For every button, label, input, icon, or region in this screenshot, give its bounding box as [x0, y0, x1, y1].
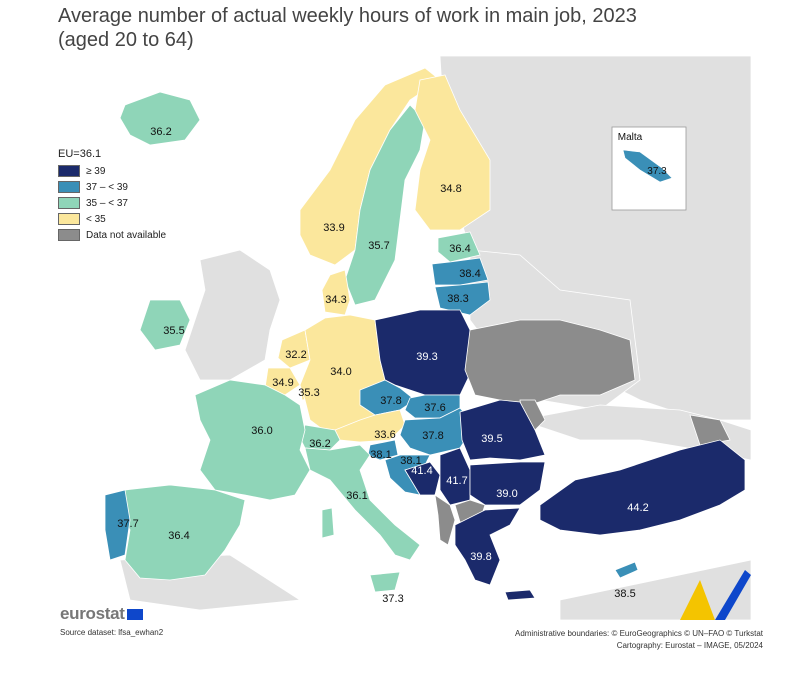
country-belgium	[264, 367, 301, 396]
label-france: 36.0	[251, 425, 272, 437]
corner-logo-yellow	[680, 580, 715, 620]
eu-flag-icon	[126, 609, 143, 621]
label-netherlands: 32.2	[285, 349, 306, 361]
country-netherlands	[277, 329, 311, 369]
label-lithuania: 38.3	[447, 293, 468, 305]
malta-island	[622, 149, 673, 183]
country-bosnia	[404, 461, 441, 496]
legend-item: 37 – < 39	[58, 179, 166, 195]
country-france	[194, 379, 311, 501]
great-britain	[184, 249, 281, 381]
country-ukraine	[464, 319, 636, 406]
map-title: Average number of actual weekly hours of…	[58, 4, 637, 52]
legend-item: Data not available	[58, 227, 166, 243]
label-czechia: 37.8	[380, 395, 401, 407]
label-italy: 36.1	[346, 490, 367, 502]
title-line-2: (aged 20 to 64)	[58, 29, 194, 51]
legend-swatch	[58, 213, 80, 225]
country-romania	[459, 399, 546, 461]
label-germany: 34.0	[330, 366, 351, 378]
legend-label: 35 – < 37	[86, 197, 128, 209]
country-cyprus	[614, 561, 639, 579]
country-portugal	[104, 489, 131, 561]
legend-swatch	[58, 181, 80, 193]
label-slovakia: 37.6	[424, 402, 445, 414]
legend-item: ≥ 39	[58, 163, 166, 179]
legend-swatch	[58, 229, 80, 241]
country-spain	[119, 484, 246, 581]
legend-swatch	[58, 197, 80, 209]
label-romania: 39.5	[481, 433, 502, 445]
legend-label: Data not available	[86, 229, 167, 241]
country-ireland	[139, 299, 191, 351]
inset-title: Malta	[618, 132, 643, 143]
label-serbia: 41.7	[446, 475, 467, 487]
logo-text: eurostat	[60, 604, 125, 623]
country-albania	[434, 494, 456, 546]
country-latvia	[431, 257, 489, 286]
label-norway: 33.9	[323, 222, 344, 234]
label-poland: 39.3	[416, 351, 437, 363]
label-austria: 33.6	[374, 429, 395, 441]
label-sweden: 35.7	[368, 240, 389, 252]
label-iceland: 36.2	[150, 126, 171, 138]
italy-sardinia	[321, 507, 335, 539]
country-greece	[454, 507, 521, 586]
credits: Administrative boundaries: © EuroGeograp…	[515, 628, 763, 652]
eurostat-logo: eurostat	[60, 604, 143, 624]
label-cyprus: 38.5	[614, 588, 635, 600]
label-estonia: 36.4	[449, 243, 470, 255]
legend-header: EU=36.1	[58, 148, 102, 160]
country-lithuania	[434, 281, 491, 316]
label-spain: 36.4	[168, 530, 189, 542]
admin-boundaries-note: Administrative boundaries: © EuroGeograp…	[514, 629, 763, 638]
label-bulgaria: 39.0	[496, 488, 517, 500]
label-turkey: 44.2	[627, 502, 648, 514]
label-greece: 39.8	[470, 551, 491, 563]
label-hungary: 37.8	[422, 430, 443, 442]
label-finland: 34.8	[440, 183, 461, 195]
country-finland	[414, 74, 491, 231]
legend-label: 37 – < 39	[86, 181, 128, 193]
country-serbia	[439, 447, 471, 506]
label-portugal: 37.7	[117, 518, 138, 530]
legend: EU=36.1 ≥ 39 37 – < 39 35 – < 37 < 35 Da…	[58, 148, 166, 243]
label-denmark: 34.3	[325, 294, 346, 306]
label-belgium: 34.9	[272, 377, 293, 389]
country-turkey	[539, 439, 746, 536]
label-bosnia: 41.4	[411, 465, 432, 477]
label-ireland: 35.5	[163, 325, 184, 337]
cartography-note: Cartography: Eurostat – IMAGE, 05/2024	[616, 641, 763, 650]
inset-malta-value: 37.3	[647, 166, 667, 177]
corner-logo-blue	[715, 570, 751, 620]
title-line-1: Average number of actual weekly hours of…	[58, 5, 637, 27]
label-switzerland: 36.2	[309, 438, 330, 450]
greece-crete	[504, 589, 536, 601]
country-italy	[304, 444, 421, 561]
label-croatia: 38.1	[400, 455, 421, 467]
label-malta-main: 37.3	[382, 593, 403, 605]
label-slovenia: 38.1	[370, 449, 391, 461]
label-luxembourg: 35.3	[298, 387, 319, 399]
italy-sicily	[369, 571, 401, 593]
source-note: Source dataset: lfsa_ewhan2	[60, 628, 164, 637]
legend-swatch	[58, 165, 80, 177]
legend-item: < 35	[58, 211, 166, 227]
georgia	[689, 414, 731, 446]
country-iceland	[119, 91, 201, 146]
country-bulgaria	[469, 461, 546, 506]
label-latvia: 38.4	[459, 268, 480, 280]
country-estonia	[437, 231, 481, 263]
country-denmark	[321, 269, 351, 316]
legend-item: 35 – < 37	[58, 195, 166, 211]
legend-label: < 35	[86, 213, 106, 225]
legend-label: ≥ 39	[86, 165, 106, 177]
